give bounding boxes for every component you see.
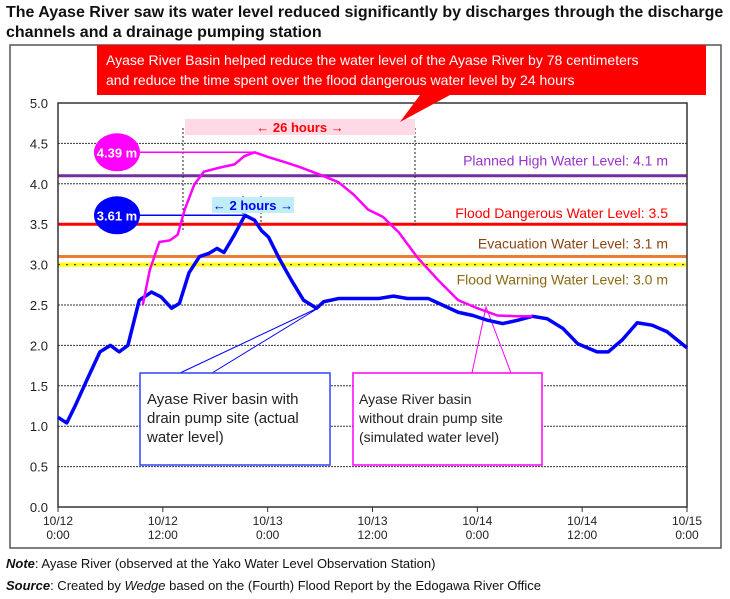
source-publisher: Wedge	[124, 578, 166, 593]
peak-label-simulated: 4.39 m	[97, 145, 137, 160]
note-label: Note	[6, 556, 35, 571]
x-tick-label: 10/14	[567, 514, 597, 528]
x-tick-label: 0:00	[675, 528, 699, 542]
x-tick-label: 10/12	[43, 514, 73, 528]
callout-text-simulated: Ayase River basin	[359, 391, 472, 407]
callout-text-simulated: without drain pump site	[358, 410, 503, 426]
span-2-band	[212, 197, 294, 213]
reference-line-label: Flood Warning Water Level: 3.0 m	[457, 272, 668, 288]
x-tick-label: 10/13	[253, 514, 283, 528]
y-tick-label: 3.0	[30, 258, 48, 273]
x-tick-label: 10/14	[462, 514, 492, 528]
callout-text-actual: Ayase River basin with	[147, 391, 298, 408]
reference-line-label: Planned High Water Level: 4.1 m	[463, 153, 668, 169]
x-tick-label: 12:00	[567, 528, 597, 542]
peak-label-actual: 3.61 m	[97, 208, 137, 223]
y-tick-label: 5.0	[30, 96, 48, 111]
x-tick-label: 10/12	[148, 514, 178, 528]
y-tick-label: 2.5	[30, 298, 48, 313]
x-tick-label: 0:00	[256, 528, 280, 542]
y-tick-label: 3.5	[30, 217, 48, 232]
x-tick-label: 10/15	[672, 514, 702, 528]
span-26-band	[185, 119, 415, 135]
callout-text-simulated: (simulated water level)	[359, 429, 499, 445]
span-26-label: ← 26 hours →	[256, 120, 343, 135]
span-2-label: ← 2 hours →	[213, 198, 293, 213]
callout-text-actual: drain pump site (actual	[147, 410, 299, 427]
source-line: Source: Created by Wedge based on the (F…	[6, 578, 541, 593]
x-tick-label: 12:00	[357, 528, 387, 542]
source-text-rest: based on the (Fourth) Flood Report by th…	[165, 578, 541, 593]
source-label: Source	[6, 578, 51, 593]
callout-leader	[471, 305, 512, 374]
y-tick-label: 1.5	[30, 379, 48, 394]
y-tick-label: 1.0	[30, 419, 48, 434]
reference-line-label: Evacuation Water Level: 3.1 m	[478, 236, 668, 252]
callout-box-simulated	[352, 372, 543, 466]
headline-callout	[97, 45, 706, 122]
source-text: : Created by	[50, 578, 125, 593]
y-tick-label: 0.0	[30, 500, 48, 515]
headline-line-1: Ayase River Basin helped reduce the wate…	[106, 52, 639, 68]
note-line: Note: Ayase River (observed at the Yako …	[6, 556, 435, 571]
headline-line-2: and reduce the time spent over the flood…	[106, 72, 575, 88]
x-tick-label: 12:00	[148, 528, 178, 542]
peak-bubble-simulated	[94, 133, 140, 172]
series-line-simulated	[141, 151, 533, 318]
callout-box-actual	[139, 372, 331, 466]
x-tick-label: 0:00	[46, 528, 70, 542]
reference-line-label: Flood Dangerous Water Level: 3.5	[455, 205, 668, 221]
y-tick-label: 2.0	[30, 338, 48, 353]
x-tick-label: 10/13	[357, 514, 387, 528]
peak-bubble-actual	[94, 196, 140, 235]
note-text: : Ayase River (observed at the Yako Wate…	[34, 556, 436, 571]
y-tick-label: 4.5	[30, 136, 48, 151]
callout-leader	[179, 306, 321, 374]
x-tick-label: 0:00	[466, 528, 490, 542]
callout-text-actual: water level)	[146, 429, 224, 446]
page-title: The Ayase River saw its water level redu…	[6, 4, 724, 41]
water-level-chart: 0.0 0.5 1.0 1.5 2.0 2.5 3.0 3.5 4.0 4.5 5.0 Planned…	[9, 44, 722, 549]
y-tick-label: 4.0	[30, 177, 48, 192]
y-tick-label: 0.5	[30, 460, 48, 475]
